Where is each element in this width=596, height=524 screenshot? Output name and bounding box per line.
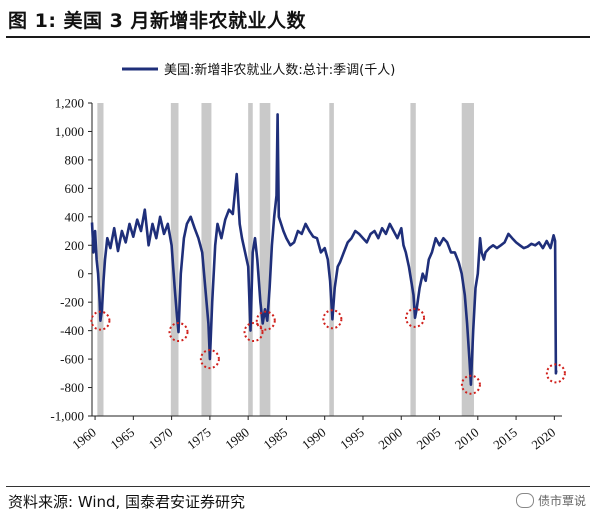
recession-band — [248, 103, 253, 416]
recession-band — [201, 103, 212, 416]
trough-markers — [90, 307, 566, 395]
x-tick-label: 1970 — [146, 425, 176, 453]
x-tick-label: 1980 — [222, 425, 252, 453]
y-tick-label: 0 — [78, 266, 85, 281]
x-tick-label: 1965 — [107, 425, 137, 453]
recession-band — [170, 103, 179, 416]
trough-marker — [405, 307, 426, 328]
watermark-text: 债市覃说 — [537, 494, 586, 508]
legend: 美国:新增非农就业人数:总计:季调(千人) — [122, 62, 395, 78]
y-tick-label: -200 — [60, 295, 84, 310]
source-note: 资料来源: Wind, 国泰君安证券研究 — [8, 493, 246, 511]
watermark: 债市覃说 — [515, 492, 586, 509]
y-tick-label: -1,000 — [50, 409, 84, 424]
x-tick-label: 1985 — [261, 425, 291, 453]
y-tick-label: 200 — [65, 238, 85, 253]
trough-marker — [460, 374, 481, 395]
title-divider — [6, 36, 590, 38]
trough-marker — [199, 349, 220, 370]
y-tick-label: 600 — [65, 181, 85, 196]
x-tick-label: 2020 — [528, 425, 558, 453]
legend-label: 美国:新增非农就业人数:总计:季调(千人) — [164, 62, 395, 78]
x-tick-label: 2010 — [452, 425, 482, 453]
chat-bubble-icon — [515, 493, 534, 508]
trough-marker — [545, 363, 566, 384]
x-tick-label: 2015 — [490, 425, 520, 453]
recession-band — [97, 103, 104, 416]
recession-band — [259, 103, 271, 416]
y-tick-label: -600 — [60, 352, 84, 367]
y-tick-label: 1,200 — [55, 96, 84, 111]
y-tick-label: 400 — [65, 209, 85, 224]
x-tick-label: 2005 — [414, 425, 444, 453]
y-tick-label: -800 — [60, 380, 84, 395]
series-line — [90, 113, 558, 386]
figure-title: 图 1: 美国 3 月新增非农就业人数 — [8, 10, 306, 32]
trough-marker — [168, 322, 189, 343]
trough-marker — [243, 322, 264, 343]
x-tick-label: 2000 — [375, 425, 405, 453]
recession-band — [329, 103, 334, 416]
x-tick-label: 1960 — [69, 425, 99, 453]
recession-bands — [97, 103, 474, 416]
recession-band — [410, 103, 416, 416]
line-chart: -1,000 -800 -600 -400 -200 0 200 400 600 800 1,000… — [50, 62, 566, 453]
y-tick-label: 800 — [65, 152, 85, 167]
x-tick-label: 1990 — [299, 425, 329, 453]
y-tick-label: 1,000 — [55, 124, 84, 139]
x-tick-label: 1995 — [337, 425, 367, 453]
trough-marker — [90, 310, 111, 331]
recession-band — [461, 103, 474, 416]
trough-marker — [322, 309, 343, 330]
y-tick-label: -400 — [60, 323, 84, 338]
axes: -1,000 -800 -600 -400 -200 0 200 400 600 800 1,000… — [50, 96, 562, 453]
trough-marker — [255, 310, 276, 331]
source-divider — [6, 486, 590, 487]
x-tick-label: 1975 — [184, 425, 214, 453]
